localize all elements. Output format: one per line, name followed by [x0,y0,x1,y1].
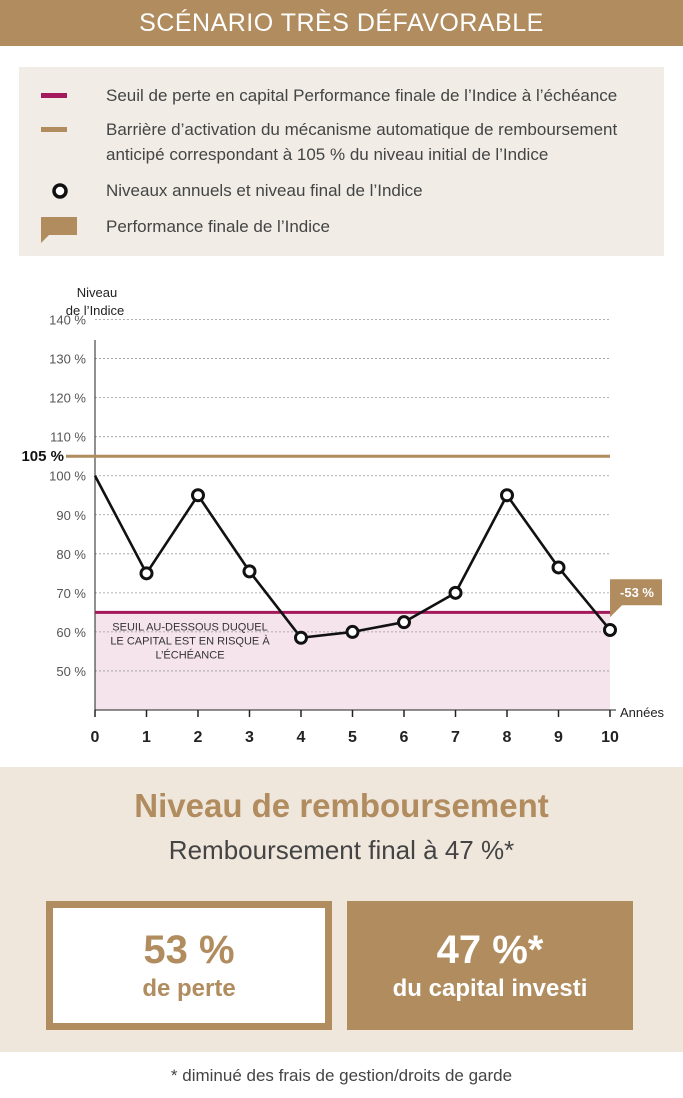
risk-zone-label: L’ÉCHÉANCE [155,648,224,661]
loss-box: 53 % de perte [46,901,332,1030]
result-subtitle: Remboursement final à 47 %* [168,835,515,865]
risk-zone-label: SEUIL AU-DESSOUS DUQUEL [112,621,267,633]
x-tick-label: 10 [601,729,619,746]
index-chart: 50 % 60 % 70 % 80 % 90 % 100 % 110 % 120 % 130 %… [21,285,665,746]
x-tick-label: 5 [348,729,357,746]
index-level-point [294,630,308,645]
y-tick-label: 140 % [49,313,86,328]
risk-zone-label: LE CAPITAL EST EN RISQUE À [110,634,270,647]
y-axis-title: Niveau [77,285,117,300]
x-tick-label: 6 [400,729,409,746]
x-tick-label: 7 [451,729,460,746]
capital-value: 47 %* [436,927,544,972]
scenario-header: SCÉNARIO TRÈS DÉFAVORABLE [0,0,683,46]
final-performance-label: -53 % [620,585,654,600]
index-level-point [551,560,566,575]
index-level-point [191,488,205,503]
y-tick-label: 60 % [56,625,86,640]
index-level-point [603,622,617,637]
loss-label: de perte [142,974,236,1002]
scenario-title: SCÉNARIO TRÈS DÉFAVORABLE [139,8,544,37]
circle-marker-icon [52,183,68,199]
loss-value: 53 % [143,927,235,972]
y-tick-label: 80 % [56,547,86,562]
x-tick-label: 9 [554,729,563,746]
final-performance-callout [610,579,662,618]
y-tick-label: 110 % [50,430,86,445]
capital-label: du capital investi [392,974,588,1002]
x-tick-label: 0 [91,729,100,746]
y-tick-label: 90 % [56,508,86,523]
capital-box: 47 %* du capital investi [347,901,633,1030]
x-tick-label: 2 [194,729,203,746]
y-tick-label: 70 % [56,586,86,601]
x-tick-label: 1 [142,729,151,746]
y-tick-label: 120 % [49,391,86,406]
result-panel: Niveau de remboursement Remboursement fi… [0,767,683,1052]
x-tick-label: 8 [503,729,512,746]
index-level-point [242,564,257,579]
legend-label-levels: Niveaux annuels et niveau final de l’Ind… [106,181,423,200]
legend-label-barrier-2: anticipé correspondant à 105 % du niveau… [106,145,549,164]
legend-label-barrier-1: Barrière d’activation du mécanisme autom… [106,120,618,139]
result-title: Niveau de remboursement [134,787,549,824]
index-level-point [500,488,514,503]
y-tick-label: 50 % [56,664,86,679]
barrier-label: 105 % [21,448,64,465]
x-axis-title: Années [620,705,665,720]
callout-flag-icon [41,217,77,243]
x-tick-label: 4 [297,729,306,746]
index-level-point [345,624,360,639]
index-level-point [139,566,154,581]
index-level-point [448,585,463,600]
legend-label-threshold: Seuil de perte en capital Performance fi… [106,86,618,105]
index-level-point [397,615,411,630]
gold-line-icon [41,127,67,132]
y-tick-label: 100 % [49,469,86,484]
x-tick-label: 3 [245,729,254,746]
magenta-line-icon [41,93,67,98]
footnote: * diminué des frais de gestion/droits de… [170,1066,513,1085]
chart-legend: Seuil de perte en capital Performance fi… [19,67,664,256]
y-axis-title: de l’Indice [66,303,125,318]
legend-label-final: Performance finale de l’Indice [106,217,330,236]
y-tick-label: 130 % [49,352,86,367]
